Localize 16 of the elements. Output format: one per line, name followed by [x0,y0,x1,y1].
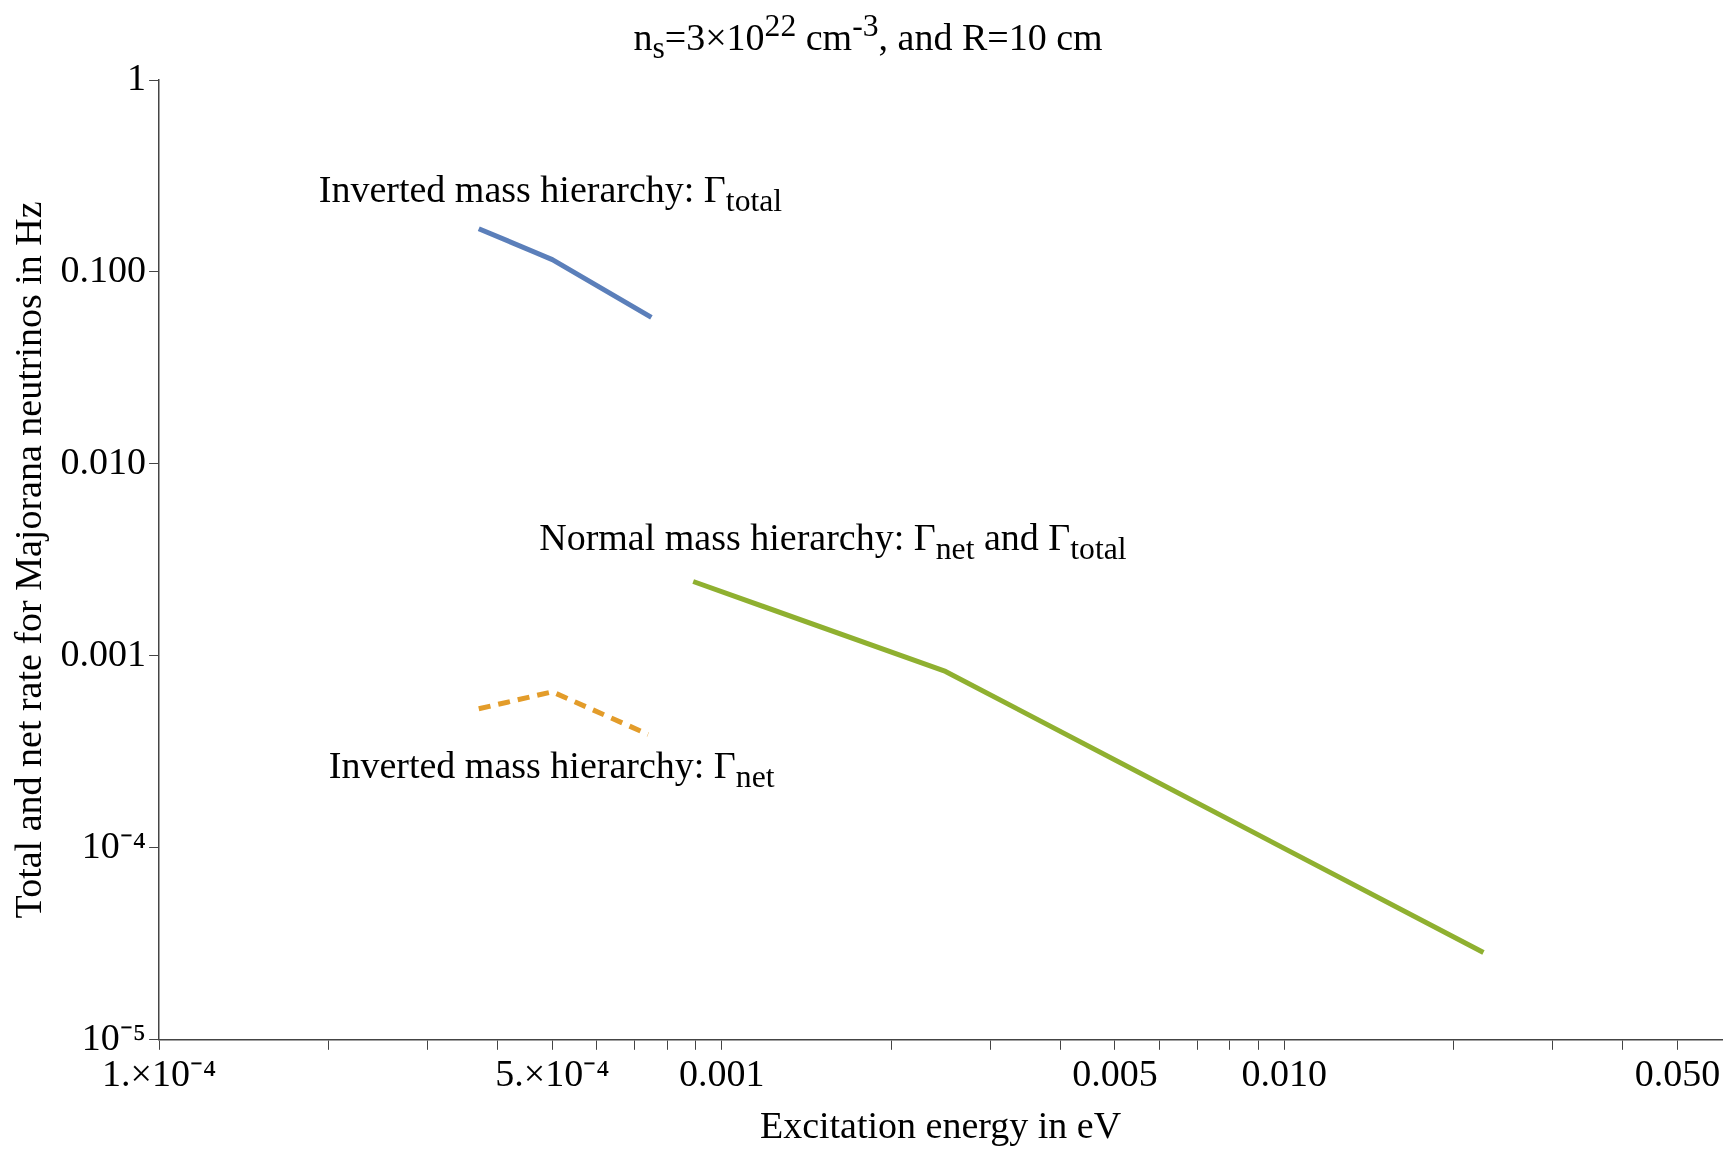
x-tick-label: 0.010 [1241,1051,1327,1094]
y-tick-label: 10⁻⁴ [81,823,147,866]
annotation: Inverted mass hierarchy: Γ$_{net}$ [328,743,775,795]
annotation: Normal mass hierarchy: Γ$_{net}$ and Γ$_{total}$ [539,514,1127,567]
annotation: Inverted mass hierarchy: Γ$_{total}$ [318,166,783,219]
y-tick-label: 0.010 [60,439,147,482]
x-tick-label: 0.005 [1072,1051,1158,1094]
y-axis-title: Total and net rate for Majorana neutrinos in Hz [6,201,49,919]
x-tick-label: 0.001 [678,1051,765,1094]
x-axis-title: Excitation energy in eV [759,1104,1122,1147]
y-tick-label: 0.001 [60,631,147,674]
y-tick-label: 1 [127,55,147,98]
x-tick-label: 5.×10⁻⁴ [495,1051,610,1094]
chart-title: n$_{s}$=3×10$^{22}$ cm$^{-3}$, and R=10 cm [633,8,1103,66]
y-tick-label: 0.100 [60,247,147,290]
x-tick-label: 0.050 [1634,1051,1721,1094]
